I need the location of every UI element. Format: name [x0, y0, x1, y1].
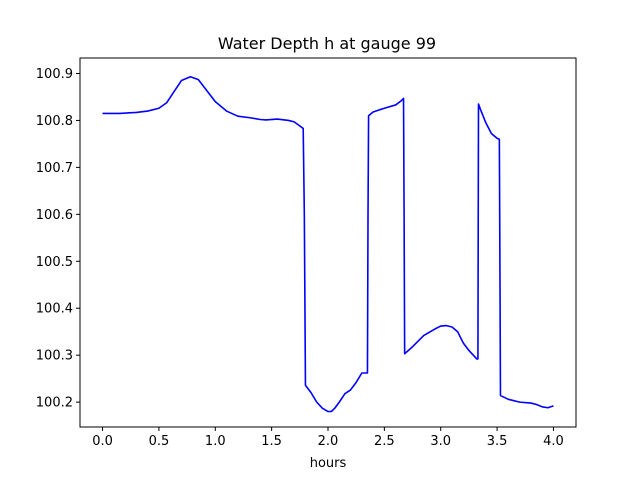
y-tick-label: 100.9: [36, 67, 73, 82]
plot-area: [102, 75, 554, 413]
x-tick-label: 1.5: [261, 434, 282, 449]
y-tick-label: 100.3: [36, 349, 73, 364]
y-tick-label: 100.2: [36, 396, 73, 411]
y-tick-label: 100.6: [36, 208, 73, 223]
x-axis-label: hours: [310, 456, 347, 471]
x-tick-label: 1.0: [205, 434, 226, 449]
series-line-0: [102, 75, 554, 413]
x-tick-label: 3.0: [430, 434, 451, 449]
y-axis-ticks: 100.2 100.3 100.4 100.5 100.6 100.7 100.8 100.9: [36, 67, 80, 411]
chart-title: Water Depth h at gauge 99: [218, 34, 436, 53]
y-tick-label: 100.4: [36, 302, 73, 317]
x-tick-label: 4.0: [543, 434, 564, 449]
y-tick-label: 100.5: [36, 255, 73, 270]
y-tick-label: 100.8: [36, 114, 73, 129]
x-tick-label: 2.5: [374, 434, 395, 449]
x-tick-label: 3.5: [487, 434, 508, 449]
x-tick-label: 2.0: [318, 434, 339, 449]
x-axis-ticks: 0.0 0.5 1.0 1.5 2.0 2.5 3.0 3.5 4.0: [92, 427, 564, 449]
y-tick-label: 100.7: [36, 161, 73, 176]
x-tick-label: 0.0: [92, 434, 113, 449]
x-tick-label: 0.5: [149, 434, 170, 449]
